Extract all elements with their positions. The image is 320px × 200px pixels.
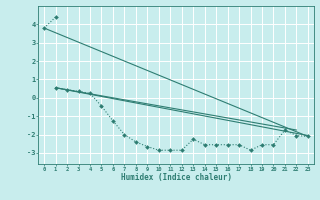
X-axis label: Humidex (Indice chaleur): Humidex (Indice chaleur): [121, 173, 231, 182]
